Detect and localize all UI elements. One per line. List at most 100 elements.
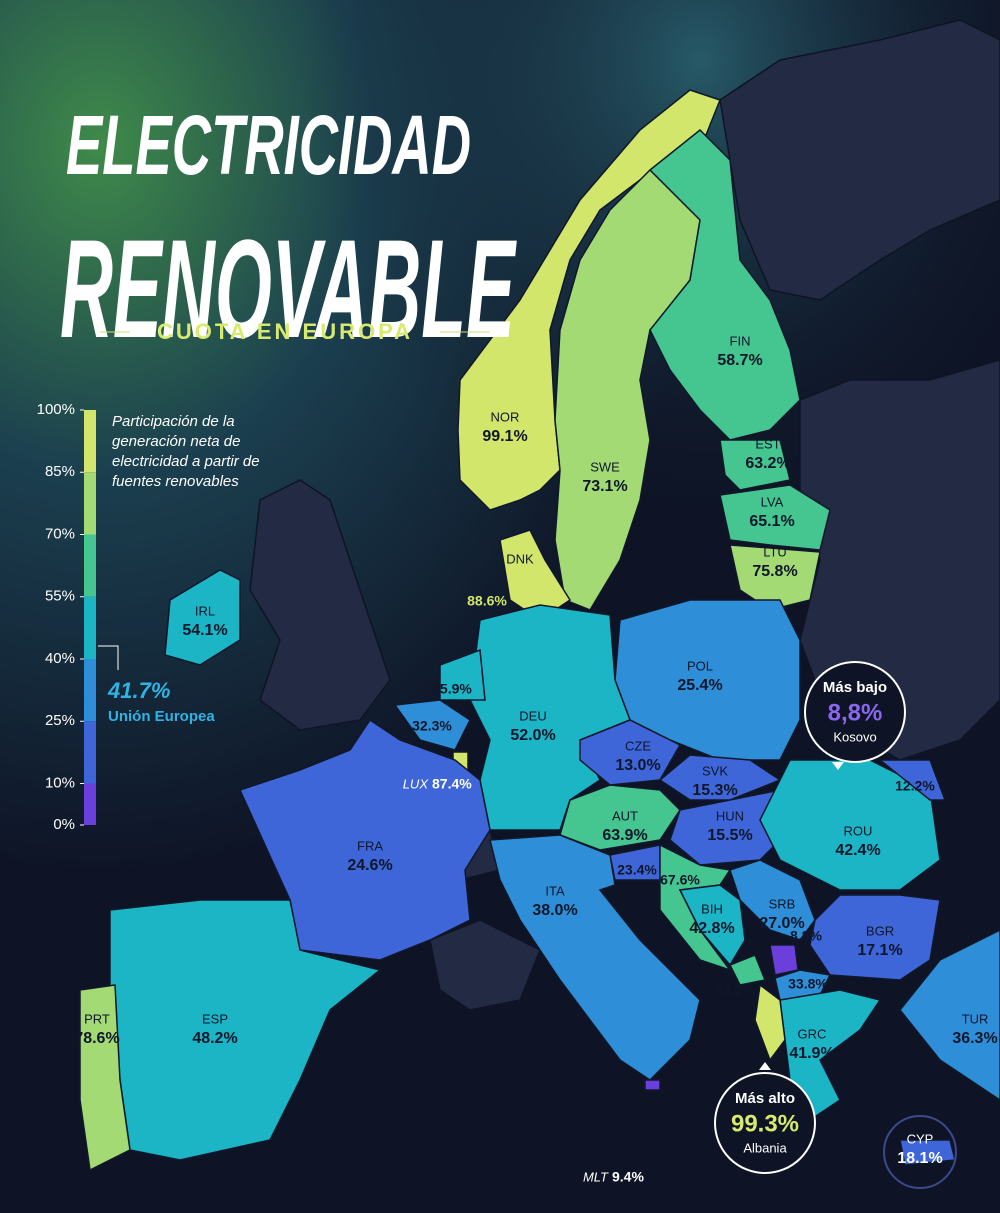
country-value: 15.3% — [692, 782, 737, 799]
country-value: 63.2% — [715, 983, 755, 999]
country-value: 73.1% — [582, 478, 627, 495]
country-code: HUN — [716, 808, 744, 823]
country-value: 58.7% — [717, 352, 762, 369]
country-shape — [877, 759, 947, 801]
country-code: DNK — [506, 551, 534, 566]
legend-tick-label: 85% — [45, 463, 75, 480]
country-code: FIN — [730, 333, 751, 348]
country-shape — [238, 718, 491, 961]
eu-value: 41.7% — [107, 678, 170, 703]
country-shape — [164, 569, 241, 666]
country-value: 17.1% — [857, 942, 902, 959]
country-value: 87.4% — [432, 776, 472, 792]
country-code: IRL — [195, 603, 215, 618]
callout-value: 8,8% — [828, 699, 883, 726]
legend-band — [84, 783, 96, 825]
country-shape — [728, 954, 767, 986]
country-shape — [899, 929, 1000, 1101]
country-shape — [729, 859, 816, 941]
country-code: DEU — [519, 708, 546, 723]
callout-country: Albania — [743, 1140, 787, 1155]
country-shape — [809, 894, 941, 981]
country-code: PRT — [84, 1011, 110, 1026]
legend-tick-label: 100% — [37, 401, 75, 418]
land — [249, 479, 391, 731]
country-code: ESP — [202, 1011, 228, 1026]
eu-label: Unión Europea — [108, 708, 215, 725]
country-code: BIH — [701, 901, 723, 916]
legend-band — [84, 472, 96, 535]
land — [719, 19, 1000, 301]
country-value: 25.4% — [677, 677, 722, 694]
country-value: 88.6% — [467, 593, 507, 609]
country-value: 36.3% — [952, 1030, 997, 1047]
country-value: 52.0% — [510, 727, 555, 744]
callout-title: Más alto — [735, 1090, 795, 1107]
country-shape — [393, 699, 471, 751]
country-shape — [774, 969, 832, 1001]
land — [429, 919, 541, 1011]
callout-pointer — [832, 762, 844, 770]
title-line2: RENOVABLE — [60, 210, 517, 367]
country-code: CZE — [625, 738, 651, 753]
country-code: LTU — [763, 544, 787, 559]
country-value: 12.2% — [895, 778, 935, 794]
legend-band — [84, 659, 96, 722]
legend-tick-label: 40% — [45, 650, 75, 667]
country-value: 99.1% — [482, 428, 527, 445]
country-code: LUX — [403, 776, 430, 791]
country-code: ITA — [545, 883, 565, 898]
country-value: 41.9% — [789, 1045, 834, 1062]
country-code: GRC — [798, 1026, 827, 1041]
legend-description: fuentes renovables — [112, 473, 239, 490]
callout-circle — [714, 1072, 816, 1174]
country-code: MLT — [583, 1169, 609, 1184]
country-shape — [754, 983, 786, 1062]
legend-description: Participación de la — [112, 413, 235, 430]
country-shape — [469, 604, 631, 831]
country-value: 78.6% — [74, 1030, 119, 1047]
country-shape — [79, 984, 131, 1172]
country-shape — [719, 484, 831, 551]
country-value: 27.0% — [759, 915, 804, 932]
title-line1: ELECTRICIDAD — [66, 98, 471, 192]
country-value: 9.4% — [612, 1169, 644, 1185]
country-shape — [489, 834, 701, 1081]
country-code: SRB — [769, 896, 796, 911]
country-code: EST — [755, 436, 780, 451]
country-value: 38.0% — [532, 902, 577, 919]
callout-circle — [804, 661, 906, 763]
callout-title: Más bajo — [823, 679, 887, 696]
country-value: 54.1% — [182, 622, 227, 639]
legend-tick-label: 10% — [45, 774, 75, 791]
country-value: 15.5% — [707, 827, 752, 844]
country-value: 75.8% — [752, 563, 797, 580]
country-code: SWE — [590, 459, 620, 474]
country-shape — [457, 89, 721, 511]
legend-band — [84, 410, 96, 473]
legend: 100% 85% 70% 55% 40% 25% 10% 0% Participación de… — [37, 401, 260, 833]
country-code: NOR — [491, 409, 520, 424]
legend-band — [84, 596, 96, 659]
country-value: 32.3% — [412, 718, 452, 734]
legend-tick-label: 25% — [45, 712, 75, 729]
callouts: Más bajo 8,8% Kosovo Más alto 99.3% Albania — [714, 661, 906, 1174]
country-value: 13.0% — [615, 757, 660, 774]
country-value: 24.6% — [347, 857, 392, 874]
countries — [79, 89, 1000, 1172]
country-code: TUR — [962, 1011, 989, 1026]
legend-tick-label: 70% — [45, 525, 75, 542]
eu-marker — [98, 645, 119, 670]
country-value: 65.1% — [749, 513, 794, 530]
country-labels: NOR 99.1% SWE 73.1% FIN 58.7% EST 63.2% LVA 65.1%… — [74, 333, 998, 1189]
country-code: FRA — [357, 838, 383, 853]
country-value: 42.8% — [689, 920, 734, 937]
legend-band — [84, 721, 96, 784]
country-shape — [439, 648, 486, 701]
country-value: 63.2% — [745, 455, 790, 472]
country-shape — [719, 439, 791, 491]
country-value: 18.1% — [897, 1150, 942, 1167]
country-code: AUT — [612, 808, 638, 823]
